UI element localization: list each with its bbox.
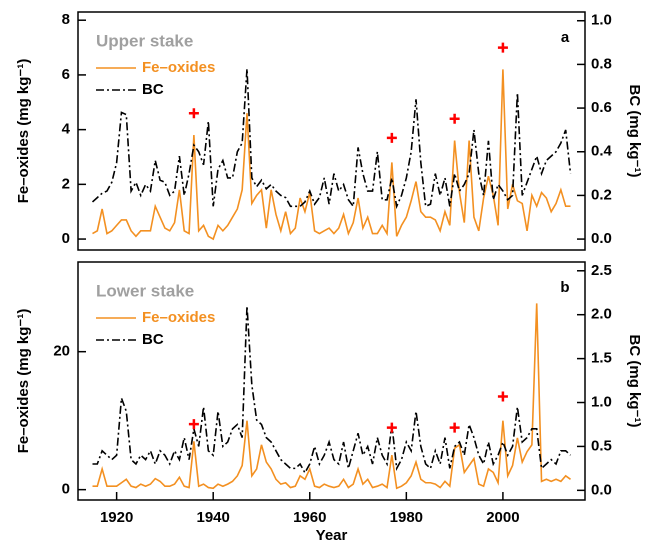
legend-label: Fe–oxides xyxy=(142,309,215,326)
legend-label: Fe–oxides xyxy=(142,59,215,76)
series-line xyxy=(92,305,572,475)
plot-frame xyxy=(77,261,586,501)
y2-tick-label: 0.0 xyxy=(591,481,612,498)
y2-tick-label: 0.6 xyxy=(591,99,612,116)
series-line xyxy=(92,303,571,490)
marker-plus xyxy=(386,132,397,143)
panel-label: a xyxy=(561,29,570,46)
y-tick-label: 8 xyxy=(62,11,70,28)
y-tick-label: 2 xyxy=(62,175,70,192)
y2-tick-label: 2.5 xyxy=(591,262,612,279)
panel-title: Upper stake xyxy=(96,31,193,50)
plot-frame xyxy=(77,11,586,251)
marker-plus xyxy=(497,391,508,402)
y-tick-label: 6 xyxy=(62,66,70,83)
y-axis-label: Fe–oxides (mg kg⁻¹) xyxy=(15,59,32,204)
y-tick-label: 0 xyxy=(62,230,70,247)
marker-plus xyxy=(188,108,199,119)
y2-tick-label: 2.0 xyxy=(591,306,612,323)
y-tick-label: 4 xyxy=(62,121,71,138)
x-tick-label: 1960 xyxy=(293,509,326,526)
y2-tick-label: 1.0 xyxy=(591,12,612,29)
x-axis-label: Year xyxy=(316,527,348,544)
y2-tick-label: 0.2 xyxy=(591,186,612,203)
marker-plus xyxy=(497,42,508,53)
legend-label: BC xyxy=(142,331,164,348)
x-tick-label: 1940 xyxy=(197,509,230,526)
marker-plus xyxy=(386,422,397,433)
panel-title: Lower stake xyxy=(96,281,194,300)
y2-tick-label: 1.0 xyxy=(591,393,612,410)
marker-plus xyxy=(188,419,199,430)
y2-axis-label: BC (mg kg⁻¹) xyxy=(626,85,643,178)
legend-label: BC xyxy=(142,81,164,98)
marker-plus xyxy=(449,422,460,433)
series-line xyxy=(92,69,571,241)
x-tick-label: 2000 xyxy=(486,509,519,526)
y2-tick-label: 0.0 xyxy=(591,230,612,247)
marker-plus xyxy=(449,113,460,124)
panel-label: b xyxy=(560,279,569,296)
y2-tick-label: 0.4 xyxy=(591,143,613,160)
y-tick-label: 20 xyxy=(53,343,70,360)
series-line xyxy=(91,68,572,210)
x-tick-label: 1980 xyxy=(390,509,423,526)
y-axis-label: Fe–oxides (mg kg⁻¹) xyxy=(15,309,32,454)
y2-tick-label: 0.8 xyxy=(591,55,612,72)
y2-tick-label: 0.5 xyxy=(591,437,612,454)
x-tick-label: 1920 xyxy=(100,509,133,526)
y2-tick-label: 1.5 xyxy=(591,350,612,367)
y2-axis-label: BC (mg kg⁻¹) xyxy=(626,335,643,428)
y-tick-label: 0 xyxy=(62,481,70,498)
